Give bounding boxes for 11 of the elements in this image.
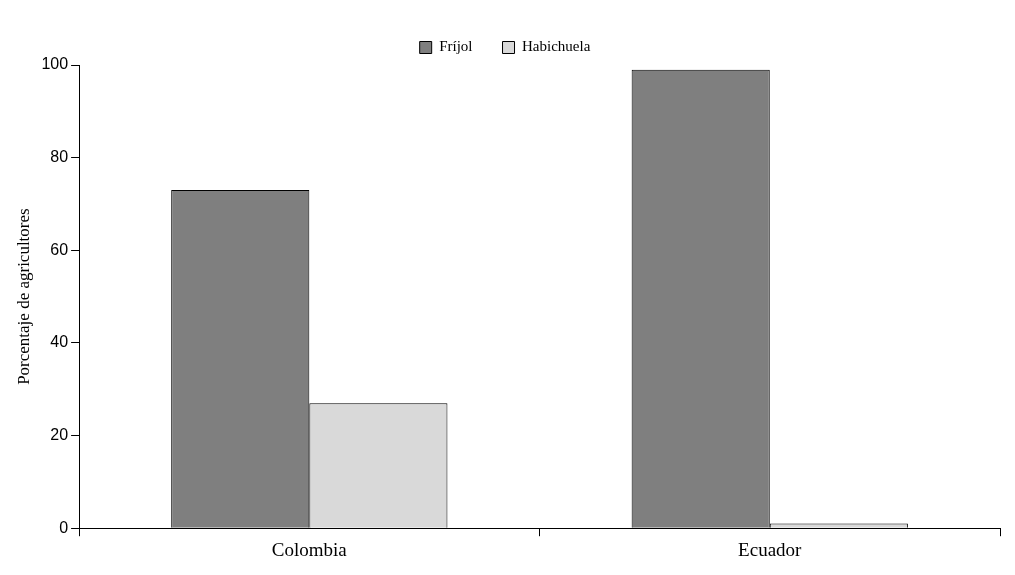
y-tick-label: 40 — [50, 333, 69, 351]
y-tick-label: 80 — [50, 148, 69, 166]
legend-label: Habichuela — [522, 38, 591, 55]
y-tick-label: 60 — [50, 240, 69, 258]
y-tick-label: 0 — [59, 518, 69, 536]
x-tick-label: Ecuador — [738, 538, 803, 560]
y-tick-label: 100 — [41, 55, 69, 73]
legend-label: Fríjol — [439, 38, 473, 55]
x-tick-label: Colombia — [271, 538, 348, 560]
y-axis-title: Porcentaje de agricultores — [13, 208, 33, 385]
y-tick-label: 20 — [50, 425, 69, 443]
